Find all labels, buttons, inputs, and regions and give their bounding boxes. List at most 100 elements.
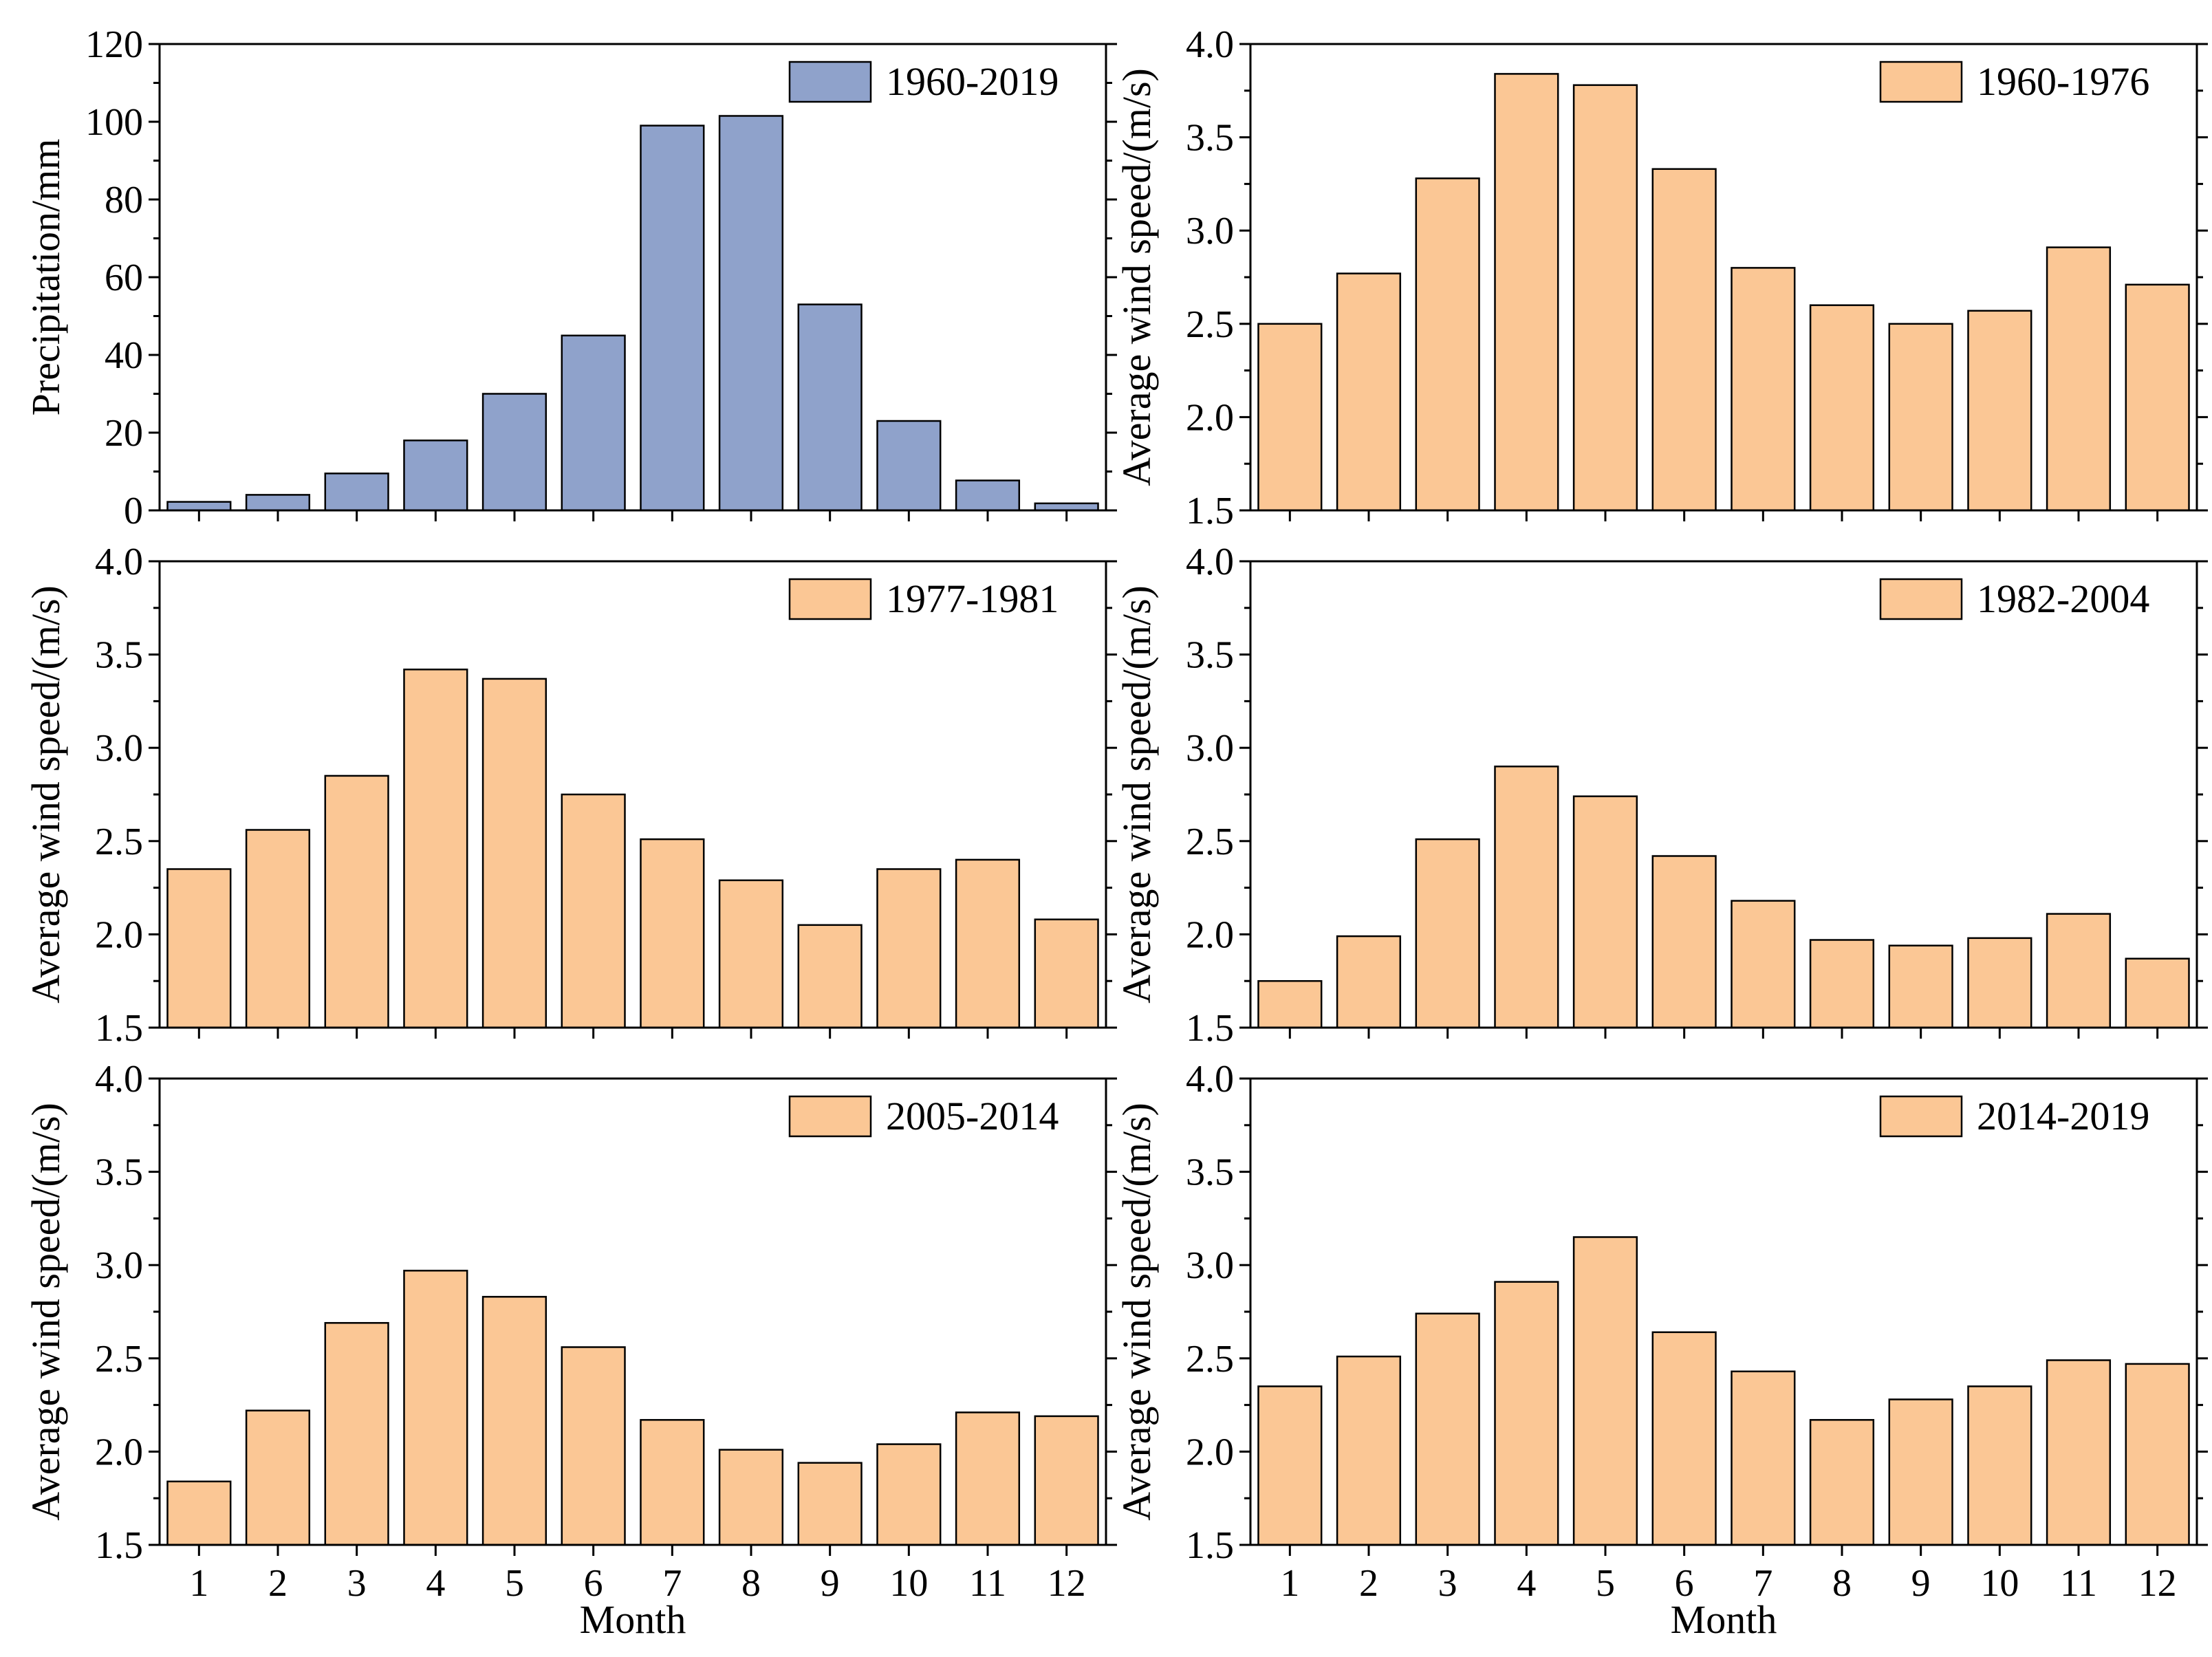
chart-panel-4: 1.5 2.0 2.5 3.0 3.5 4.0 Average wind speed/(m/… [1114, 541, 2208, 1050]
legend-label: 1960-2019 [886, 59, 1059, 104]
y-tick-label: 2.5 [1186, 821, 1234, 863]
bar-month-10 [1967, 310, 2032, 512]
x-tick-label: 8 [1832, 1562, 1852, 1605]
bar-month-8 [1809, 939, 1875, 1029]
x-tick-label: 6 [1675, 1562, 1694, 1605]
y-tick-label: 2.0 [1186, 1431, 1234, 1473]
y-tick-label: 80 [105, 179, 143, 221]
bar-month-12 [2125, 957, 2190, 1029]
y-tick-label: 3.5 [95, 1151, 143, 1194]
y-tick-label: 4.0 [1186, 541, 1234, 583]
bar-month-5 [1572, 795, 1638, 1029]
chart-panel-1: 0 20 40 60 80 100 120 Precipitation/mm 1960-2019 [23, 23, 1117, 532]
x-tick-label: 4 [426, 1562, 445, 1605]
bar-month-9 [797, 924, 863, 1029]
x-axis-label: Month [580, 1597, 686, 1642]
bar-month-4 [403, 440, 468, 512]
bar-month-11 [955, 1411, 1021, 1546]
y-tick-label: 3.5 [1186, 117, 1234, 160]
bar-month-4 [403, 669, 468, 1029]
bar-month-7 [1731, 1370, 1796, 1546]
x-tick-label: 1 [1280, 1562, 1299, 1605]
bar-month-6 [561, 793, 626, 1029]
bar-month-7 [1731, 267, 1796, 512]
bar-month-3 [1415, 1312, 1480, 1546]
x-tick-label: 5 [505, 1562, 524, 1605]
bar-month-5 [481, 1296, 547, 1546]
bar-month-9 [797, 303, 863, 512]
bar-month-12 [2125, 1363, 2190, 1546]
legend-swatch [1879, 578, 1963, 620]
bar-month-11 [2046, 913, 2112, 1029]
y-axis-label: Average wind speed/(m/s) [23, 1103, 68, 1521]
bar-month-5 [1572, 84, 1638, 512]
x-tick-label: 7 [662, 1562, 682, 1605]
x-tick-label: 6 [584, 1562, 603, 1605]
bar-month-7 [1731, 900, 1796, 1029]
bar-month-6 [1651, 1331, 1717, 1546]
y-tick-label: 3.0 [95, 727, 143, 770]
bar-month-12 [1034, 502, 1099, 512]
bar-month-8 [1809, 1419, 1875, 1546]
x-tick-label: 12 [2138, 1562, 2177, 1605]
x-tick-label: 7 [1753, 1562, 1772, 1605]
legend-label: 2014-2019 [1977, 1094, 2149, 1138]
x-tick-label: 12 [1048, 1562, 1086, 1605]
x-tick-label: 11 [2060, 1562, 2097, 1605]
bar-month-2 [245, 1409, 311, 1546]
y-tick-label: 1.5 [1186, 1524, 1234, 1567]
y-axis-label: Average wind speed/(m/s) [1114, 1103, 1159, 1521]
bar-month-1 [166, 1480, 232, 1546]
bar-month-4 [1494, 73, 1559, 512]
y-tick-label: 3.5 [1186, 1151, 1234, 1194]
y-tick-label: 20 [105, 412, 143, 455]
bar-month-12 [1034, 918, 1099, 1029]
bar-month-10 [1967, 1385, 2032, 1546]
legend-label: 2005-2014 [886, 1094, 1059, 1138]
bar-month-6 [1651, 168, 1717, 512]
chart-panel-2: 1.5 2.0 2.5 3.0 3.5 4.0 Average wind speed/(m/… [1114, 23, 2208, 532]
bar-month-3 [1415, 177, 1480, 512]
bar-month-3 [1415, 838, 1480, 1029]
x-tick-label: 9 [821, 1562, 840, 1605]
x-tick-label: 8 [741, 1562, 761, 1605]
bar-month-12 [1034, 1415, 1099, 1546]
x-tick-label: 1 [189, 1562, 208, 1605]
bar-month-3 [324, 1322, 389, 1546]
bar-month-8 [718, 879, 784, 1029]
y-tick-label: 2.0 [95, 913, 143, 956]
y-tick-label: 2.0 [1186, 396, 1234, 439]
y-tick-label: 0 [124, 490, 143, 532]
x-tick-label: 2 [268, 1562, 288, 1605]
y-tick-label: 2.0 [95, 1431, 143, 1473]
y-tick-label: 3.5 [95, 634, 143, 677]
bar-month-11 [955, 858, 1021, 1029]
x-tick-label: 5 [1596, 1562, 1615, 1605]
y-tick-label: 2.5 [1186, 303, 1234, 346]
bar-month-2 [1336, 1355, 1402, 1546]
bar-month-11 [2046, 1359, 2112, 1546]
x-axis-label: Month [1671, 1597, 1777, 1642]
bar-month-5 [481, 678, 547, 1029]
y-tick-label: 1.5 [95, 1524, 143, 1567]
x-tick-label: 3 [347, 1562, 367, 1605]
legend-swatch [1879, 1095, 1963, 1138]
bar-month-7 [640, 124, 705, 512]
y-tick-label: 3.0 [1186, 1244, 1234, 1287]
bar-month-1 [1257, 1385, 1323, 1546]
bar-month-7 [640, 838, 705, 1029]
bar-month-8 [718, 1449, 784, 1546]
bar-month-4 [403, 1270, 468, 1546]
y-tick-label: 2.5 [95, 1338, 143, 1380]
bar-month-1 [166, 501, 232, 512]
y-tick-label: 4.0 [1186, 1058, 1234, 1101]
bar-month-10 [876, 868, 942, 1029]
y-axis-label: Average wind speed/(m/s) [1114, 585, 1159, 1004]
bar-month-12 [2125, 283, 2190, 512]
bar-month-6 [1651, 855, 1717, 1029]
bar-month-8 [718, 115, 784, 512]
y-tick-label: 100 [85, 101, 143, 144]
bar-month-9 [1888, 944, 1953, 1029]
legend-label: 1982-2004 [1977, 576, 2149, 621]
